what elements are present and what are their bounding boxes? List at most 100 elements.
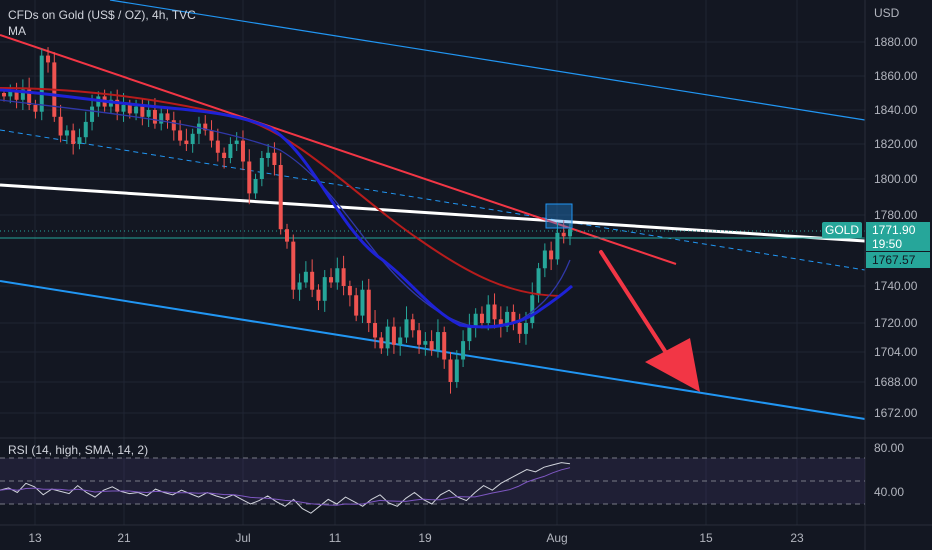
candle-body [530, 295, 535, 323]
candle-body [159, 113, 164, 124]
candle-body [498, 319, 503, 327]
indicator-legend[interactable]: MA [8, 24, 26, 38]
candle-body [140, 106, 145, 117]
candle-body [492, 304, 497, 320]
candle-body [335, 268, 340, 283]
candle-body [316, 289, 321, 301]
candle-body [27, 89, 32, 105]
candle-body [347, 286, 352, 296]
candle-body [215, 140, 220, 153]
candle-body [442, 332, 447, 360]
price-axis-labels: 1880.00 1860.00 1840.00 1820.00 1800.00 1780.… [874, 35, 918, 420]
candle-body [209, 130, 214, 141]
candle-body [272, 152, 277, 165]
time-tick-label: 11 [329, 531, 342, 545]
time-axis[interactable]: 13 21 Jul 11 19 Aug 15 23 [28, 531, 804, 545]
candle-body [20, 89, 25, 100]
channel-upper-line[interactable] [109, 0, 866, 121]
candle-body [435, 332, 440, 351]
rsi-legend[interactable]: RSI (14, high, SMA, 14, 2) [8, 443, 149, 457]
candle-body [165, 113, 170, 121]
candle-body [385, 326, 390, 349]
candle-body [366, 289, 371, 323]
candle-body [64, 130, 69, 136]
candle-body [486, 304, 491, 323]
candle-body [46, 55, 51, 63]
candle-body [134, 106, 139, 114]
candle-body [448, 359, 453, 382]
ma-red-line [0, 87, 561, 297]
ma-blue-line [0, 88, 573, 329]
candle-body [190, 133, 195, 144]
price-tick-label: 1860.00 [874, 69, 918, 83]
candle-body [360, 289, 365, 316]
candle-body [171, 120, 176, 131]
candle-body [115, 99, 120, 112]
candle-body [329, 277, 334, 283]
candle-body [354, 295, 359, 316]
candle-body [146, 110, 151, 117]
candle-body [77, 137, 82, 144]
highlight-box[interactable] [545, 203, 573, 229]
rsi-ma-line [0, 467, 571, 506]
countdown-tag: 19:50 [866, 237, 930, 251]
candle-body [398, 337, 403, 345]
price-tick-label: 1880.00 [874, 35, 918, 49]
candle-body [517, 323, 522, 334]
price-axis[interactable] [865, 0, 932, 550]
candle-body [259, 158, 264, 179]
candle-body [71, 130, 76, 144]
candle-body [196, 123, 201, 134]
candle-body [454, 359, 459, 382]
down-arrow-icon[interactable] [599, 250, 700, 392]
symbol-legend[interactable]: CFDs on Gold (US$ / OZ), 4h, TVC [8, 8, 196, 22]
rsi-line [0, 462, 571, 514]
candle-body [379, 337, 384, 349]
candle-body [511, 311, 516, 323]
candle-body [278, 165, 283, 230]
candle-body [253, 179, 258, 194]
candle-body [417, 330, 422, 345]
candle-body [297, 282, 302, 290]
candle-body [266, 152, 271, 158]
candle-body [568, 229, 572, 237]
channel-mid-dashed-line[interactable] [0, 129, 866, 271]
candle-body [404, 319, 409, 338]
white-trend-line[interactable] [0, 183, 866, 243]
candle-body [391, 326, 396, 345]
time-tick-label: 23 [790, 531, 804, 545]
price-tick-label: 1800.00 [874, 172, 918, 186]
candle-body [240, 140, 245, 162]
candle-body [58, 116, 63, 136]
price-tick-label: 1820.00 [874, 137, 918, 151]
candle-body [505, 311, 510, 327]
price-tick-label: 1688.00 [874, 375, 918, 389]
symbol-tag: GOLD [822, 222, 862, 238]
candle-body [561, 232, 566, 237]
grid [0, 0, 865, 525]
candle-body [479, 313, 484, 323]
time-tick-label: 15 [699, 531, 713, 545]
candle-body [184, 140, 189, 144]
candle-body [322, 277, 327, 301]
candle-body [291, 241, 296, 290]
candle-body [8, 91, 13, 97]
candle-body [341, 268, 346, 286]
candle-body [555, 232, 560, 260]
currency-label: USD [874, 6, 900, 20]
candle-body [127, 104, 132, 114]
time-tick-label: Jul [235, 531, 250, 545]
price-tick-label: 1672.00 [874, 406, 918, 420]
time-tick-label: 19 [418, 531, 432, 545]
rsi-level-80: 80.00 [874, 441, 904, 455]
candle-body [536, 268, 541, 296]
candle-body [33, 104, 38, 112]
price-tick-label: 1740.00 [874, 279, 918, 293]
candle-body [234, 140, 239, 144]
candle-body [310, 271, 315, 290]
price-tick-label: 1840.00 [874, 103, 918, 117]
candle-body [121, 104, 126, 112]
candle-body [178, 130, 183, 141]
candle-body [203, 123, 208, 131]
